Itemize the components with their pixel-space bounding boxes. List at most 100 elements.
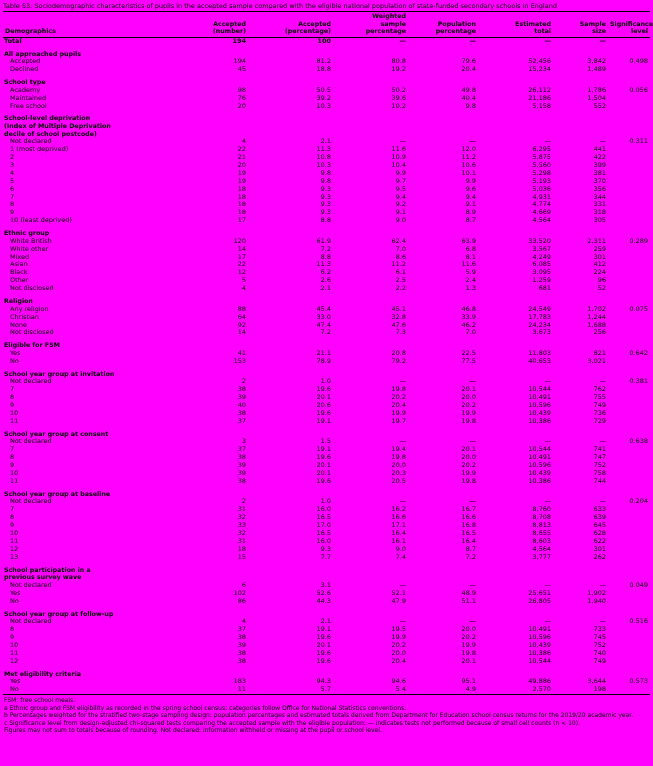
cell-value: — (399, 498, 407, 506)
row-label: Yes (10, 678, 21, 686)
cell-value: 19.6 (316, 454, 331, 462)
table-row: 6 18 9.3 9.5 9.6 5,036 356 (3, 186, 650, 194)
table-row: Yes 41 21.1 20.8 22.5 11,803 821 0.642 (3, 350, 650, 358)
table-row: 7 37 19.1 19.4 20.1 10,544 741 (3, 446, 650, 454)
row-label: Accepted (10, 58, 41, 66)
cell-value: 61.9 (316, 237, 331, 245)
cell-value: 9.8 (465, 102, 476, 110)
section-header-row: School year group at consent (3, 426, 650, 439)
cell-value: 331 (593, 201, 606, 209)
table-row: 7 18 9.3 9.4 9.4 4,931 344 (3, 194, 650, 202)
cell-value: 10,386 (528, 417, 551, 425)
table-row: 10 38 19.6 19.9 19.9 10,439 736 (3, 410, 650, 418)
cell-value: 33 (237, 522, 246, 530)
cell-value: 22 (237, 146, 246, 154)
row-label: Asian (10, 261, 28, 269)
cell-value: 5,036 (532, 185, 551, 193)
footnote: c Significance level from design-adjuste… (4, 719, 580, 727)
row-label: 13 (10, 553, 19, 561)
cell-value: 10,596 (528, 462, 551, 470)
cell-value: 16.4 (391, 530, 406, 537)
cell-value: 50.2 (391, 86, 406, 94)
cell-value: 38 (237, 633, 246, 641)
cell-value: 20.8 (391, 349, 406, 357)
table-row: 12 18 9.3 9.0 8.7 4,564 301 (3, 546, 650, 554)
cell-value: — (544, 37, 552, 45)
row-label: Free school (10, 102, 47, 110)
cell-value: 749 (593, 402, 606, 410)
cell-value: 19.6 (316, 633, 331, 641)
cell-value: — (599, 378, 607, 386)
cell-value: 3,842 (587, 58, 606, 66)
cell-value: 1,786 (587, 86, 606, 94)
cell-value: 79.6 (461, 58, 476, 66)
cell-value: 4 (241, 138, 246, 146)
cell-value (608, 470, 650, 478)
row-label: 11 (10, 477, 19, 485)
table-row: No 153 78.9 79.2 77.5 40,653 3,021 (3, 358, 650, 366)
cell-value: 9.7 (395, 177, 406, 185)
table-row: 9 33 17.0 17.1 16.8 8,813 645 (3, 522, 650, 530)
cell-value: 3,644 (587, 678, 606, 686)
table-row: 10 39 20.1 20.2 19.9 10,439 752 (3, 642, 650, 650)
row-label: Not declared (10, 618, 52, 626)
cell-value: 0.642 (629, 349, 648, 357)
cell-value: 7.2 (320, 329, 331, 337)
cell-value: 9.1 (465, 201, 476, 209)
cell-value (608, 37, 650, 45)
cell-value: 21.1 (316, 349, 331, 357)
table-row: 5 19 9.8 9.7 9.9 5,193 370 (3, 178, 650, 186)
cell-value: 7.2 (465, 553, 476, 561)
cell-value: 2,570 (532, 686, 551, 694)
data-table: Demographics Accepted (number) Accepted (p… (3, 11, 653, 695)
cell-value (608, 658, 650, 666)
cell-value: 17 (237, 253, 246, 261)
section-header-row: Eligible for FSM (3, 337, 650, 350)
table-row: 8 18 9.3 9.2 9.1 4,774 331 (3, 201, 650, 209)
cell-value: 3,021 (587, 357, 606, 365)
column-header-stub: Demographics (3, 11, 163, 38)
cell-value (608, 530, 650, 538)
row-label: Not declared (10, 378, 52, 386)
row-label: 12 (10, 545, 19, 553)
row-label: 10 (10, 641, 19, 649)
cell-value: 16.7 (461, 506, 476, 514)
table-row: 11 38 19.6 20.5 19.8 10,386 744 (3, 478, 650, 486)
cell-value: 10,386 (528, 649, 551, 657)
cell-value: 76 (237, 94, 246, 102)
cell-value: 39 (237, 394, 246, 402)
cell-value: 20.4 (391, 402, 406, 410)
cell-value: 10,491 (528, 454, 551, 462)
cell-value: 120 (233, 237, 246, 245)
table-row: 9 38 19.6 19.9 20.2 10,596 745 (3, 634, 650, 642)
column-header: Estimated total (478, 11, 553, 38)
cell-value: 441 (593, 146, 606, 154)
table-row: 7 31 16.0 16.2 16.7 8,760 633 (3, 506, 650, 514)
cell-value: 622 (593, 537, 606, 545)
cell-value: 681 (538, 285, 551, 293)
cell-value: 4,774 (532, 201, 551, 209)
section-header-row: School participation in a previous surve… (3, 562, 650, 582)
table-row: 11 38 19.6 20.0 19.8 10,386 740 (3, 650, 650, 658)
table-row: Not declared 4 2.1 — — — — 0.311 (3, 138, 650, 146)
cell-value: 11,803 (528, 349, 551, 357)
cell-value: 259 (593, 245, 606, 253)
row-label: 10 (least deprived) (10, 217, 72, 225)
cell-value: 19.1 (316, 626, 331, 634)
cell-value: 6,295 (532, 146, 551, 154)
cell-value: 9.8 (320, 177, 331, 185)
cell-value: 47.9 (391, 597, 406, 605)
table-row: White British 120 61.9 62.4 63.9 33,520 2,311 0… (3, 238, 650, 246)
cell-value: 17.1 (391, 522, 406, 530)
cell-value: 6.8 (465, 245, 476, 253)
cell-value: 32 (237, 530, 246, 537)
cell-value: 628 (593, 530, 606, 537)
cell-value: 19.1 (316, 417, 331, 425)
cell-value: 94.3 (316, 678, 331, 686)
cell-value: 45.1 (391, 305, 406, 313)
cell-value (608, 209, 650, 217)
cell-value: 0.311 (629, 138, 648, 146)
cell-value: 8.6 (395, 253, 406, 261)
cell-value: 6.2 (320, 269, 331, 277)
cell-value: 20.1 (316, 469, 331, 477)
